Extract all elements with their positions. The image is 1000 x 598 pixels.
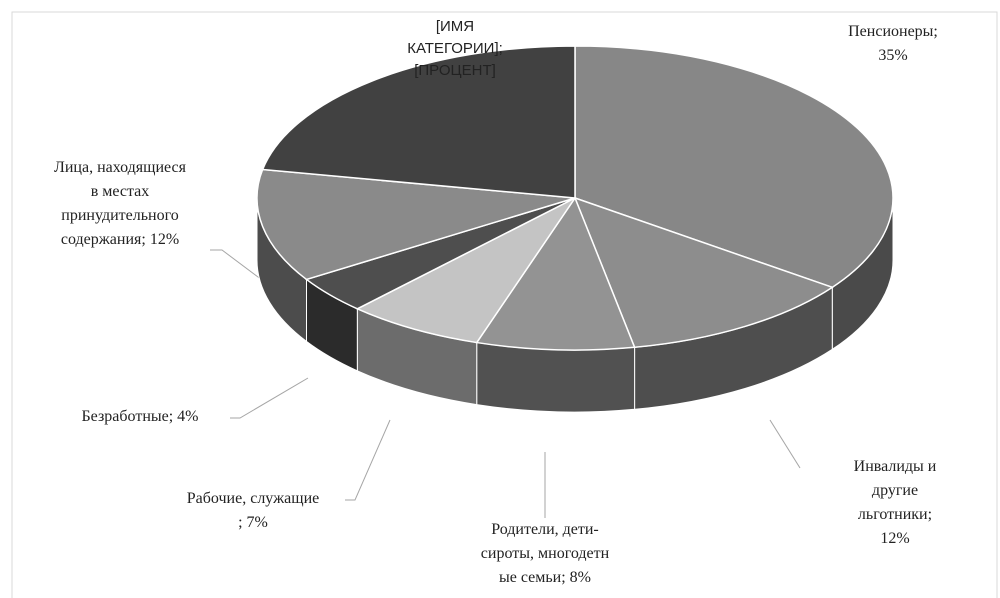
data-label: Лица, находящиеся в местах принудительно… (53, 159, 187, 248)
slice (574, 45, 894, 289)
slice (573, 196, 834, 349)
data-label: [ИМЯ КАТЕГОРИИ]; [ПРОЦЕНТ] (407, 18, 503, 79)
leader-line (210, 249, 263, 281)
pie (256, 45, 894, 413)
frame (11, 11, 998, 598)
leader-lines (210, 249, 801, 518)
data-label: Инвалиды и другие льготники; 12% (853, 458, 937, 547)
slice (355, 197, 576, 344)
leader-line (345, 419, 391, 501)
slice (256, 168, 576, 281)
slice (261, 45, 576, 199)
leader-line (230, 377, 309, 419)
data-label: Рабочие, служащие ; 7% (186, 490, 320, 531)
slice-side (476, 341, 636, 413)
slice (475, 196, 636, 351)
leader-line (769, 419, 801, 469)
data-label: Безработные; 4% (81, 408, 199, 425)
data-label: Пенсионеры; 35% (848, 23, 938, 64)
data-label: Родители, дети- сироты, многодетн ые сем… (480, 521, 610, 586)
